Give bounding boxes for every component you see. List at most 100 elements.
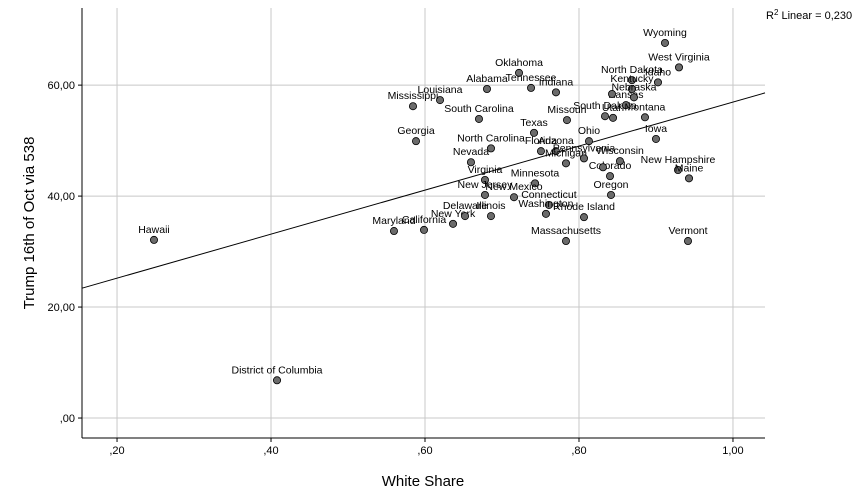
- point-label: North Dakota: [601, 64, 663, 76]
- point-label: Pennsylvania: [553, 142, 616, 154]
- point-label: Nevada: [453, 146, 489, 158]
- point: [660, 38, 669, 47]
- point: [627, 85, 636, 94]
- x-tick-label: 1,00: [722, 445, 743, 457]
- y-tick-label: 20,00: [47, 302, 75, 314]
- point: [561, 159, 570, 168]
- point: [389, 227, 398, 236]
- point-label: Tennessee: [506, 72, 557, 84]
- point-label: Oklahoma: [495, 57, 543, 69]
- point: [273, 376, 282, 385]
- point: [541, 209, 550, 218]
- point: [480, 175, 489, 184]
- point: [461, 212, 470, 221]
- y-tick-label: 60,00: [47, 80, 75, 92]
- point-label: Hawaii: [138, 224, 170, 236]
- point-label: California: [402, 214, 447, 226]
- x-tick-label: ,60: [417, 445, 432, 457]
- point: [579, 154, 588, 163]
- point-label: Illinois: [476, 200, 505, 212]
- point-label: New Jersey: [458, 179, 514, 191]
- point: [685, 174, 694, 183]
- annotation-part: Linear = 0,230: [778, 10, 852, 22]
- point: [673, 166, 682, 175]
- point: [449, 219, 458, 228]
- x-tick-label: ,80: [571, 445, 586, 457]
- point: [599, 163, 608, 172]
- x-axis-title: White Share: [382, 473, 465, 490]
- point-label: Connecticut: [521, 189, 577, 201]
- point: [436, 96, 445, 105]
- point: [607, 190, 616, 199]
- point-label: Arizona: [538, 135, 574, 147]
- point: [621, 101, 630, 110]
- point-label: North Carolina: [457, 132, 525, 144]
- point: [584, 137, 593, 146]
- point: [579, 213, 588, 222]
- x-tick-label: ,20: [109, 445, 124, 457]
- point: [629, 93, 638, 102]
- point-label: Maine: [675, 162, 704, 174]
- point: [606, 172, 615, 181]
- point-label: Wisconsin: [596, 145, 644, 157]
- point-label: Mississippi: [388, 90, 439, 102]
- point-label: Florida: [525, 135, 557, 147]
- point: [609, 113, 618, 122]
- point-label: Michigan: [545, 147, 587, 159]
- point: [474, 114, 483, 123]
- point: [615, 157, 624, 166]
- point: [510, 193, 519, 202]
- point-label: Idaho: [645, 66, 671, 78]
- annotation-part: R: [766, 10, 774, 22]
- point: [608, 90, 617, 99]
- point: [674, 63, 683, 72]
- point-label: Georgia: [397, 125, 435, 137]
- point: [551, 147, 560, 156]
- point-label: Vermont: [668, 225, 707, 237]
- point: [466, 158, 475, 167]
- point-label: Utah: [602, 102, 624, 114]
- point-label: Texas: [520, 117, 547, 129]
- point-label: West Virginia: [648, 51, 710, 63]
- point-label: Oregon: [593, 179, 628, 191]
- point-label: South Dakota: [573, 100, 637, 112]
- point: [527, 83, 536, 92]
- point-label: Rhode Island: [553, 201, 615, 213]
- point: [149, 235, 158, 244]
- annotation: R2 Linear = 0,230: [766, 8, 852, 22]
- point: [420, 225, 429, 234]
- point-label: South Carolina: [444, 103, 514, 115]
- fit-line: [81, 92, 766, 289]
- point-label: Massachusetts: [531, 225, 601, 237]
- point-label: Iowa: [645, 123, 667, 135]
- point-label: Ohio: [578, 125, 600, 137]
- y-tick-label: ,00: [60, 413, 75, 425]
- point-label: District of Columbia: [232, 364, 323, 376]
- point-label: New Mexico: [485, 181, 542, 193]
- x-tick-label: ,40: [263, 445, 278, 457]
- point-label: Kentucky: [610, 73, 654, 85]
- point-label: Alabama: [466, 73, 508, 85]
- point: [561, 237, 570, 246]
- point: [551, 88, 560, 97]
- point: [486, 144, 495, 153]
- point-label: Louisiana: [418, 84, 463, 96]
- point-label: Wyoming: [643, 27, 687, 39]
- point: [601, 112, 610, 121]
- point: [651, 134, 660, 143]
- point: [482, 85, 491, 94]
- point: [544, 200, 553, 209]
- point: [562, 116, 571, 125]
- y-tick-label: 40,00: [47, 191, 75, 203]
- point-label: Missouri: [547, 104, 586, 116]
- annotation-sup: 2: [774, 8, 779, 17]
- point: [408, 102, 417, 111]
- point: [536, 147, 545, 156]
- point-label: Washington: [518, 198, 573, 210]
- point-label: Montana: [625, 101, 666, 113]
- point: [627, 76, 636, 85]
- point-label: Colorado: [589, 160, 632, 172]
- point: [653, 78, 662, 87]
- point: [515, 68, 524, 77]
- point: [480, 190, 489, 199]
